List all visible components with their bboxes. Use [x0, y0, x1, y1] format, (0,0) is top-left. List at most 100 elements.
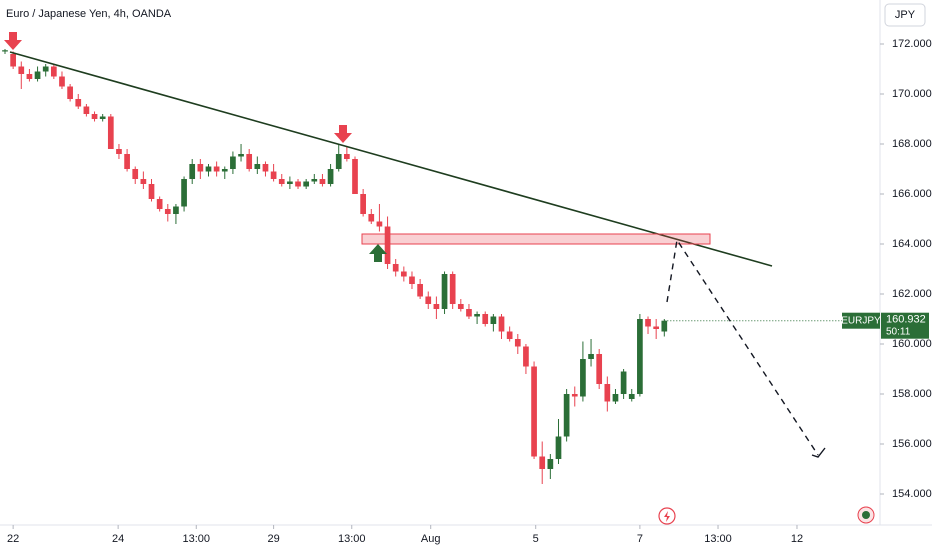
candle-body [213, 166, 220, 172]
candle-body [645, 319, 651, 327]
x-tick-label: 29 [267, 533, 279, 545]
symbol-badge [842, 312, 880, 329]
y-tick-label: 172.000 [892, 38, 932, 50]
last-price-badge [881, 312, 929, 339]
y-tick-label: 168.000 [892, 138, 932, 150]
event-icon-bolt [664, 511, 670, 522]
candle-body [140, 179, 147, 184]
candle-body [596, 354, 603, 384]
candle-body [197, 164, 204, 172]
candle-body [620, 371, 627, 394]
candle-body [116, 149, 122, 154]
candle-body [26, 74, 33, 79]
currency-label[interactable]: JPY [895, 9, 916, 21]
candle-body [107, 116, 114, 149]
candle-body [303, 181, 310, 187]
candle-body [156, 199, 163, 209]
event-icon-dot [862, 511, 870, 519]
projection-arrowhead [811, 447, 826, 458]
candle-body [604, 384, 611, 402]
candle-body [490, 316, 497, 324]
y-tick-label: 164.000 [892, 238, 932, 250]
candle-body [238, 154, 244, 157]
y-tick-label: 160.000 [892, 338, 932, 350]
candle-body [612, 394, 619, 402]
symbol-label: EURJPY [841, 315, 881, 326]
candle-body [514, 339, 521, 347]
up-arrow [369, 244, 387, 262]
candle-body [91, 114, 98, 119]
y-tick-label: 162.000 [892, 288, 932, 300]
x-tick-label: 7 [637, 533, 643, 545]
candle-body [50, 66, 57, 77]
x-tick-label: 13:00 [338, 533, 366, 545]
candle-body [132, 169, 139, 179]
candle-body [254, 164, 261, 169]
candle-body [295, 181, 301, 187]
candle-body [563, 394, 570, 437]
x-tick-label: 24 [112, 533, 124, 545]
trend-line [9, 51, 773, 267]
y-tick-label: 154.000 [892, 488, 932, 500]
y-tick-label: 166.000 [892, 188, 932, 200]
candle-body [360, 194, 366, 214]
candle-body [287, 181, 293, 184]
candle-body [205, 166, 212, 172]
candle-body [18, 66, 25, 74]
candle-body [164, 209, 171, 214]
resistance-zone [361, 233, 711, 245]
candle-body [83, 106, 90, 114]
candle-body [474, 314, 480, 317]
chart-title: Euro / Japanese Yen, 4h, OANDA [6, 8, 172, 20]
candle-body [99, 116, 106, 119]
candle-body [335, 154, 342, 169]
candle-body [580, 359, 586, 397]
candle-body [2, 50, 8, 52]
projection-path [666, 238, 819, 456]
candle-body [59, 76, 65, 87]
candle-body [10, 54, 16, 67]
candle-body [457, 304, 464, 309]
y-tick-label: 158.000 [892, 388, 932, 400]
y-tick-label: 170.000 [892, 88, 932, 100]
candle-body [278, 179, 285, 184]
candle-body [124, 154, 130, 169]
candle-body [344, 154, 350, 159]
candle-body [539, 456, 546, 469]
candle-body [189, 164, 196, 179]
candle-body [482, 314, 489, 324]
candle-body [498, 316, 505, 332]
x-tick-label: 22 [7, 533, 19, 545]
candle-body [523, 346, 529, 367]
candle-body [327, 169, 334, 184]
countdown-label: 50:11 [886, 326, 911, 337]
candle-body [148, 184, 155, 199]
candle-body [319, 179, 326, 184]
candle-body [547, 459, 554, 469]
candle-body [441, 274, 448, 309]
down-arrow [334, 125, 352, 143]
candle-body [506, 331, 513, 339]
candle-body [449, 274, 456, 304]
candle-body [653, 326, 660, 329]
candle-body [571, 394, 578, 397]
currency-button[interactable] [884, 3, 926, 27]
candle-body [42, 66, 49, 72]
candle-body [555, 436, 562, 459]
candle-body [417, 284, 423, 297]
candle-body [230, 156, 236, 169]
x-tick-label: Aug [421, 533, 441, 545]
candle-body [661, 320, 668, 332]
candle-body [637, 319, 643, 394]
candle-body [181, 179, 187, 207]
last-price-label: 160.932 [886, 314, 926, 326]
down-arrow [4, 32, 22, 50]
candle-body [368, 214, 375, 222]
candle-body [433, 304, 440, 309]
x-tick-label: 13:00 [183, 533, 211, 545]
candle-body [628, 394, 635, 399]
candle-body [67, 86, 73, 99]
